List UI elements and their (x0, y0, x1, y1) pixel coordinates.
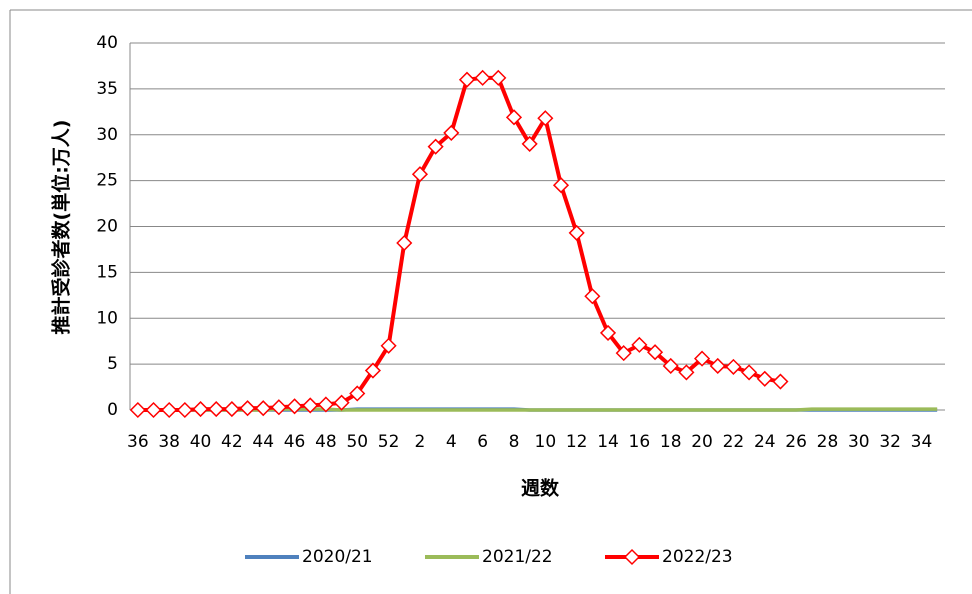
legend-label: 2021/22 (482, 547, 553, 567)
x-tick-label: 34 (911, 432, 933, 452)
y-tick-label: 5 (107, 354, 118, 374)
point-marker (678, 364, 695, 381)
point-marker (756, 370, 773, 387)
x-tick-label: 42 (221, 432, 243, 452)
x-tick-label: 46 (284, 432, 306, 452)
point-marker (646, 344, 664, 361)
point-marker (192, 401, 209, 418)
x-tick-label: 32 (879, 432, 901, 452)
x-tick-label: 16 (629, 432, 651, 452)
point-marker (584, 288, 601, 305)
y-axis-title: 推計受診者数(単位:万人) (50, 120, 73, 335)
y-tick-label: 40 (96, 33, 118, 53)
x-tick-label: 18 (660, 432, 682, 452)
point-marker (772, 373, 789, 390)
point-marker (458, 71, 476, 88)
point-marker (239, 400, 256, 417)
point-marker (208, 401, 225, 418)
x-tick-label: 30 (848, 432, 870, 452)
point-marker (129, 401, 146, 419)
point-marker (599, 324, 617, 341)
point-marker (333, 394, 350, 411)
x-tick-label: 4 (446, 432, 457, 452)
x-tick-label: 36 (127, 432, 149, 452)
point-marker (380, 337, 397, 354)
y-tick-label: 0 (107, 400, 118, 420)
point-marker (145, 401, 162, 419)
point-marker (537, 110, 554, 127)
x-tick-label: 24 (754, 432, 776, 452)
legend-label: 2020/21 (302, 547, 373, 567)
legend-label: 2022/23 (662, 547, 733, 567)
point-marker (568, 224, 585, 241)
point-marker (255, 400, 272, 417)
y-tick-label: 30 (96, 125, 118, 145)
x-tick-label: 26 (785, 432, 807, 452)
point-marker (396, 234, 413, 252)
point-marker (521, 135, 538, 152)
point-marker (709, 357, 726, 375)
y-tick-label: 15 (96, 262, 118, 282)
point-marker (349, 385, 366, 402)
point-marker (631, 336, 648, 353)
series-line (137, 75, 781, 412)
x-tick-label: 52 (378, 432, 400, 452)
x-tick-label: 8 (509, 432, 520, 452)
legend: 2020/21 2021/22 2022/23 (245, 547, 733, 567)
x-tick-label: 22 (723, 432, 745, 452)
point-marker (364, 362, 381, 379)
point-marker (270, 399, 287, 416)
point-marker (176, 401, 193, 419)
point-marker (286, 398, 303, 415)
x-tick-label: 10 (535, 432, 557, 452)
point-marker (552, 177, 570, 194)
x-tick-label: 14 (597, 432, 619, 452)
y-tick-label: 35 (96, 79, 118, 99)
point-marker (302, 397, 319, 414)
y-tick-label: 20 (96, 217, 118, 237)
point-marker (474, 69, 491, 86)
x-tick-label: 50 (346, 432, 368, 452)
x-tick-label: 2 (415, 432, 426, 452)
point-marker (505, 109, 523, 126)
point-marker (443, 124, 460, 141)
point-marker (223, 401, 240, 418)
x-tick-label: 48 (315, 432, 337, 452)
x-axis-title: 週数 (521, 477, 560, 500)
point-marker (725, 358, 742, 375)
x-tick-label: 6 (477, 432, 488, 452)
x-tick-label: 40 (190, 432, 212, 452)
y-tick-label: 10 (96, 308, 118, 328)
point-marker (411, 166, 429, 183)
point-marker (490, 69, 507, 86)
x-tick-label: 20 (691, 432, 713, 452)
point-marker (317, 396, 334, 413)
legend-marker (623, 548, 641, 566)
x-tick-label: 12 (566, 432, 588, 452)
point-marker (741, 364, 758, 381)
y-tick-label: 25 (96, 171, 118, 191)
x-tick-label: 28 (817, 432, 839, 452)
point-marker (662, 357, 679, 375)
point-marker (615, 345, 632, 362)
x-tick-label: 44 (252, 432, 274, 452)
point-marker (427, 138, 444, 155)
point-marker (694, 350, 711, 367)
point-marker (161, 401, 178, 419)
x-tick-label: 38 (158, 432, 180, 452)
